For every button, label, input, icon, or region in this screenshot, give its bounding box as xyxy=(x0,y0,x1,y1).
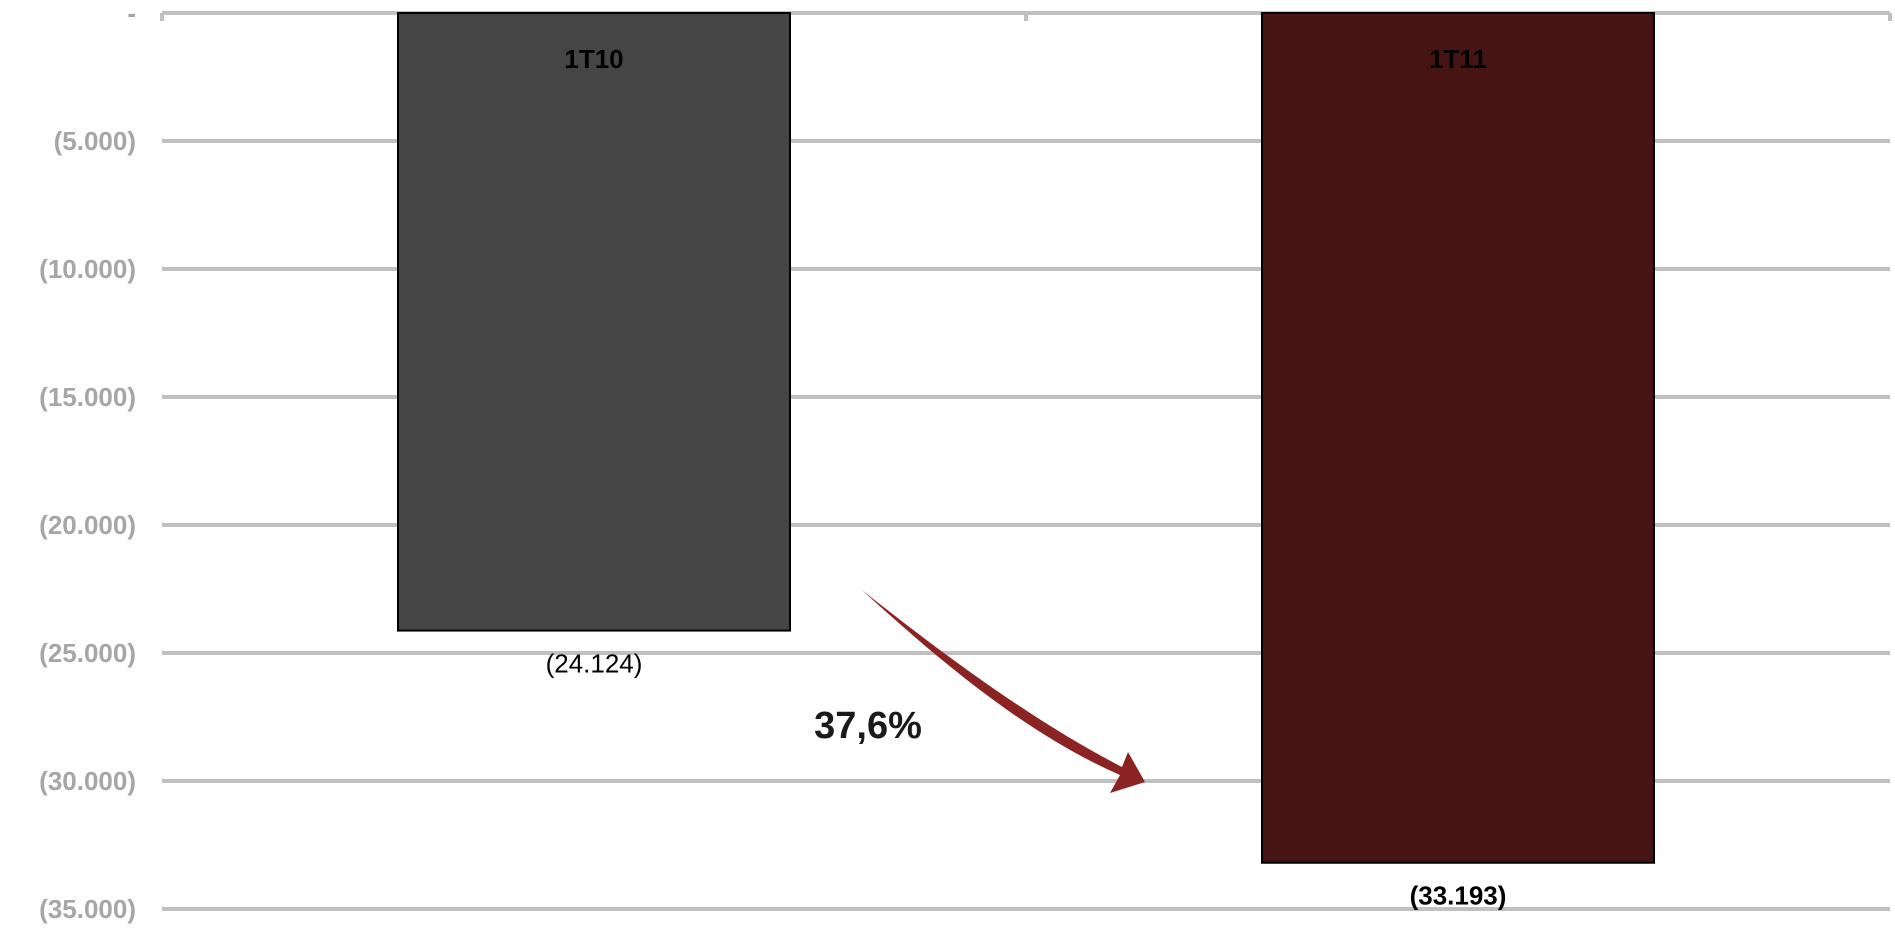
y-tick-label: - xyxy=(127,0,136,28)
bar-1T10 xyxy=(397,12,791,632)
y-tick-label: (5.000) xyxy=(54,126,136,156)
change-annotation: 37,6% xyxy=(814,590,1145,793)
bar-1T11 xyxy=(1261,12,1655,864)
value-label: (33.193) xyxy=(1410,881,1507,911)
category-label: 1T11 xyxy=(1429,44,1487,74)
y-tick-label: (35.000) xyxy=(39,894,136,924)
y-tick-label: (15.000) xyxy=(39,382,136,412)
change-arrow xyxy=(862,590,1145,793)
y-tick-label: (20.000) xyxy=(39,510,136,540)
labels: 1T10 (24.124) 1T11 (33.193) xyxy=(546,44,1507,911)
y-tick-label: (30.000) xyxy=(39,766,136,796)
y-tick-label: (25.000) xyxy=(39,638,136,668)
y-tick-label: (10.000) xyxy=(39,254,136,284)
category-label: 1T10 xyxy=(564,44,623,74)
value-label: (24.124) xyxy=(546,649,643,679)
bars xyxy=(397,12,1655,864)
change-percent-label: 37,6% xyxy=(814,705,922,747)
y-axis-ticks: - (5.000) (10.000) (15.000) (20.000) (25.000)… xyxy=(39,0,136,924)
